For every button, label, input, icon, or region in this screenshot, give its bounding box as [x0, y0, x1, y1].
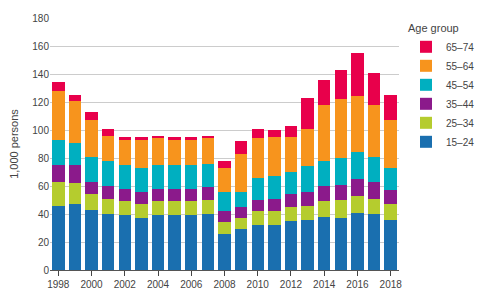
svg-text:140: 140 — [32, 69, 49, 80]
svg-text:2002: 2002 — [114, 279, 137, 290]
svg-text:Age group: Age group — [408, 22, 459, 34]
svg-text:45–54: 45–54 — [446, 80, 474, 91]
svg-text:160: 160 — [32, 41, 49, 52]
svg-text:2010: 2010 — [247, 279, 270, 290]
svg-text:180: 180 — [32, 13, 49, 24]
svg-text:2000: 2000 — [80, 279, 103, 290]
svg-text:2018: 2018 — [380, 279, 403, 290]
svg-text:2012: 2012 — [280, 279, 303, 290]
svg-text:2016: 2016 — [346, 279, 369, 290]
svg-text:1,000 persons: 1,000 persons — [8, 109, 20, 179]
svg-text:120: 120 — [32, 97, 49, 108]
svg-text:80: 80 — [38, 153, 50, 164]
svg-text:25–34: 25–34 — [446, 118, 474, 129]
svg-text:15–24: 15–24 — [446, 137, 474, 148]
svg-text:65–74: 65–74 — [446, 42, 474, 53]
svg-text:1998: 1998 — [47, 279, 70, 290]
svg-text:2014: 2014 — [313, 279, 336, 290]
svg-text:2004: 2004 — [147, 279, 170, 290]
svg-text:2008: 2008 — [213, 279, 236, 290]
svg-text:35–44: 35–44 — [446, 99, 474, 110]
svg-text:20: 20 — [38, 237, 50, 248]
svg-text:100: 100 — [32, 125, 49, 136]
svg-text:55–64: 55–64 — [446, 61, 474, 72]
svg-text:60: 60 — [38, 181, 50, 192]
svg-text:0: 0 — [43, 265, 49, 276]
svg-text:40: 40 — [38, 209, 50, 220]
svg-text:2006: 2006 — [180, 279, 203, 290]
